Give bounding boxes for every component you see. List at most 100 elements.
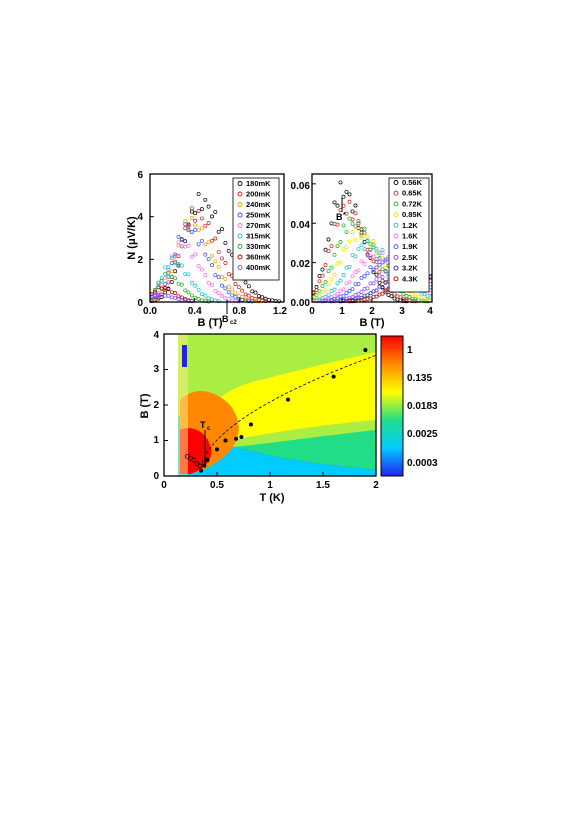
tr-data-markers — [311, 180, 433, 304]
tr-marker-0.72K — [380, 267, 385, 272]
tr-marker-2.5K — [383, 268, 388, 273]
tl-marker-330mK — [156, 280, 161, 285]
tr-bstar-label: B — [336, 212, 343, 222]
tr-marker-1.2K — [326, 292, 331, 297]
tr-marker-2.5K — [374, 277, 379, 282]
tl-marker-250mK — [189, 230, 194, 234]
tr-xtick-4: 4 — [427, 306, 433, 317]
tl-marker-315mK — [166, 264, 171, 269]
tl-bc2-sub: c2 — [230, 320, 237, 326]
tr-marker-1.2K — [365, 238, 370, 243]
tr-ytick-1: 0.02 — [291, 259, 311, 270]
hm-open-point — [197, 463, 203, 469]
tl-marker-240mK — [199, 226, 204, 231]
tl-legend-marker-180mK — [237, 181, 243, 186]
tr-marker-0.56K — [341, 194, 346, 199]
tl-marker-270mK — [220, 294, 224, 298]
tr-marker-0.65K — [329, 244, 334, 249]
tl-marker-200mK — [246, 293, 251, 298]
tl-marker-315mK — [156, 282, 161, 287]
tr-marker-0.72K — [335, 244, 340, 249]
tr-marker-2.5K — [371, 281, 376, 286]
tr-marker-0.56K — [326, 237, 331, 242]
tl-legend-marker-315mK — [237, 233, 243, 239]
colorbar-label-1: 0.135 — [407, 373, 432, 384]
tr-legend-marker-1.6K — [393, 233, 399, 239]
tr-marker-0.56K — [344, 189, 349, 194]
tl-marker-240mK — [189, 216, 194, 220]
tl-marker-330mK — [189, 293, 194, 298]
tr-legend-marker-3.2K — [393, 265, 399, 271]
tr-marker-0.85K — [320, 290, 325, 295]
tr-marker-0.72K — [356, 219, 361, 224]
tr-marker-4.3K — [374, 294, 379, 299]
tl-marker-180mK — [253, 290, 258, 295]
hm-xtick-4: 2 — [373, 480, 379, 491]
tl-ytick-0: 0 — [137, 298, 143, 309]
tl-marker-360mK — [179, 295, 184, 300]
tr-legend-label-2.5K: 2.5K — [402, 253, 418, 262]
tl-marker-200mK — [233, 282, 238, 286]
tl-marker-315mK — [189, 280, 194, 285]
tr-marker-1.9K — [362, 274, 367, 279]
tr-marker-1.2K — [422, 292, 427, 297]
tr-marker-0.65K — [377, 269, 382, 274]
tl-marker-270mK — [216, 291, 221, 296]
tl-legend-label-240mK: 240mK — [246, 200, 271, 209]
tr-marker-1.6K — [371, 254, 376, 259]
tl-marker-315mK — [199, 292, 204, 297]
tr-marker-0.72K — [320, 284, 325, 288]
tr-marker-0.85K — [410, 292, 415, 297]
tl-marker-200mK — [173, 259, 178, 264]
tl-marker-240mK — [203, 242, 208, 247]
tr-xtick-0: 0 — [309, 306, 315, 317]
panel-bottom-heatmap: 0 1 2 3 4 0 0.5 1 1.5 2 B (T) T (K) T c … — [139, 330, 438, 504]
tl-marker-250mK — [240, 297, 245, 302]
tl-marker-250mK — [226, 290, 231, 295]
tr-marker-0.65K — [317, 279, 322, 284]
tr-marker-0.85K — [326, 282, 331, 287]
tr-marker-2.5K — [377, 274, 382, 279]
tr-marker-1.2K — [371, 242, 376, 247]
tr-marker-1.2K — [368, 248, 373, 253]
tl-marker-315mK — [163, 265, 168, 270]
heatmap-image — [164, 334, 376, 476]
tr-marker-0.72K — [326, 269, 331, 274]
tl-marker-250mK — [169, 261, 174, 265]
tl-marker-240mK — [196, 228, 201, 233]
tr-marker-0.85K — [338, 260, 343, 265]
tl-marker-180mK — [213, 209, 218, 214]
hm-ylabel: B (T) — [139, 393, 151, 418]
tl-marker-180mK — [169, 279, 174, 284]
tl-marker-400mK — [159, 292, 164, 297]
tl-bc2-label: B — [222, 314, 229, 324]
tl-marker-240mK — [223, 276, 228, 281]
tr-marker-0.72K — [332, 252, 337, 257]
tr-legend-marker-0.85K — [393, 212, 399, 218]
tr-marker-1.6K — [347, 280, 352, 285]
tl-legend-marker-250mK — [237, 212, 243, 218]
tl-marker-360mK — [169, 290, 174, 295]
tr-legend-marker-4.3K — [393, 276, 399, 282]
tl-marker-250mK — [213, 273, 218, 278]
tr-marker-0.65K — [374, 265, 379, 270]
tl-legend-marker-240mK — [237, 202, 243, 207]
tr-marker-0.56K — [353, 203, 358, 208]
tr-marker-0.85K — [323, 288, 328, 293]
tr-marker-1.6K — [380, 250, 385, 255]
tl-marker-180mK — [260, 295, 265, 300]
tl-marker-200mK — [243, 292, 248, 297]
tl-marker-330mK — [163, 271, 168, 276]
tr-marker-0.85K — [329, 277, 334, 282]
tr-marker-0.72K — [350, 221, 355, 226]
tr-legend-marker-2.5K — [393, 254, 399, 260]
tl-marker-200mK — [216, 249, 221, 254]
hm-filled-point — [363, 347, 368, 352]
tr-legend-marker-1.2K — [393, 222, 399, 228]
hm-ytick-4: 4 — [153, 330, 159, 341]
tl-marker-315mK — [176, 261, 181, 266]
hm-fit-curve — [199, 354, 377, 473]
tl-marker-250mK — [163, 282, 168, 287]
tr-legend-marker-0.72K — [393, 201, 399, 207]
